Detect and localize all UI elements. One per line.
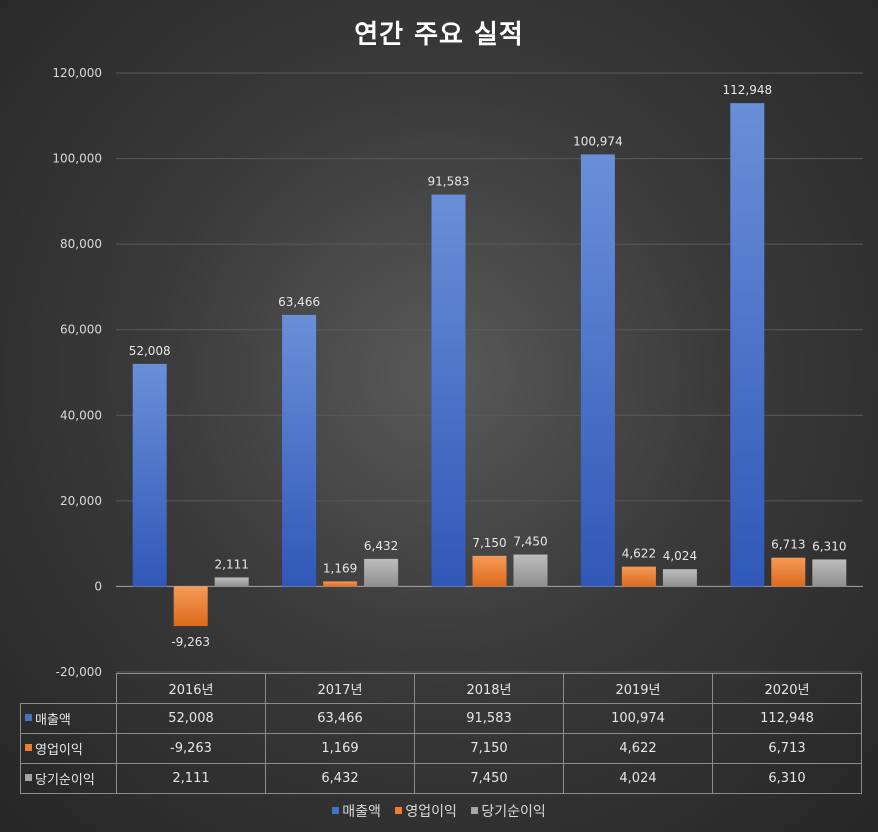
data-label: 91,583 xyxy=(428,175,470,189)
table-category-header: 2018년 xyxy=(414,673,564,704)
legend-swatch-icon xyxy=(25,774,32,781)
data-label: 112,948 xyxy=(722,83,772,97)
data-label: 4,024 xyxy=(663,549,697,563)
table-cell: 7,450 xyxy=(414,763,564,794)
data-label: 52,008 xyxy=(129,344,171,358)
y-tick-label: 100,000 xyxy=(52,152,102,166)
table-cell: 2,111 xyxy=(116,763,266,794)
legend-label: 당기순이익 xyxy=(481,804,546,820)
bar-1-3 xyxy=(621,566,656,587)
data-label: 6,432 xyxy=(364,539,398,553)
bar-1-0 xyxy=(173,586,208,627)
data-label: 4,622 xyxy=(622,547,656,561)
y-tick-label: 20,000 xyxy=(60,494,102,508)
table-row-header: 영업이익 xyxy=(20,733,117,764)
legend-swatch-icon xyxy=(25,714,32,721)
table-row-header: 당기순이익 xyxy=(20,763,117,794)
table-category-header: 2019년 xyxy=(563,673,713,704)
data-label: 7,450 xyxy=(513,535,547,549)
data-label: 100,974 xyxy=(573,134,623,148)
table-cell: 6,432 xyxy=(265,763,415,794)
table-cell: 4,622 xyxy=(563,733,713,764)
data-label: -9,263 xyxy=(171,635,210,649)
table-cell: 1,169 xyxy=(265,733,415,764)
table-row-sales: 매출액 52,008 63,466 91,583 100,974 112,948 xyxy=(20,703,862,734)
bar-0-3 xyxy=(580,154,615,587)
bar-2-0 xyxy=(214,577,249,587)
table-row-operating-profit: 영업이익 -9,263 1,169 7,150 4,622 6,713 xyxy=(20,733,862,764)
bar-1-2 xyxy=(472,555,507,587)
data-label: 6,713 xyxy=(771,538,805,552)
data-label: 1,169 xyxy=(323,561,357,575)
legend-item-operating-profit: 영업이익 xyxy=(395,801,457,821)
series-name: 당기순이익 xyxy=(35,773,95,788)
data-label: 63,466 xyxy=(278,295,320,309)
bar-0-2 xyxy=(431,194,466,587)
legend-label: 매출액 xyxy=(342,804,381,820)
table-cell: 63,466 xyxy=(265,703,415,734)
data-label: 6,310 xyxy=(812,539,846,553)
data-label: 2,111 xyxy=(215,557,249,571)
table-header-row: 2016년 2017년 2018년 2019년 2020년 xyxy=(20,673,862,704)
data-label: 7,150 xyxy=(472,536,506,550)
y-tick-label: 120,000 xyxy=(52,66,102,80)
table-cell: 6,310 xyxy=(712,763,862,794)
legend-item-sales: 매출액 xyxy=(332,801,381,821)
table-cell: 7,150 xyxy=(414,733,564,764)
bar-2-4 xyxy=(812,559,847,587)
data-table: 2016년 2017년 2018년 2019년 2020년 매출액 52,008… xyxy=(20,673,862,794)
legend-swatch-icon xyxy=(25,744,32,751)
table-category-header: 2020년 xyxy=(712,673,862,704)
bar-0-4 xyxy=(730,103,765,587)
chart-legend: 매출액 영업이익 당기순이익 xyxy=(0,801,878,821)
chart-title: 연간 주요 실적 xyxy=(354,20,524,50)
y-tick-label: 60,000 xyxy=(60,323,102,337)
table-cell: 91,583 xyxy=(414,703,564,734)
table-row-net-income: 당기순이익 2,111 6,432 7,450 4,024 6,310 xyxy=(20,763,862,794)
table-cell: 112,948 xyxy=(712,703,862,734)
legend-swatch-icon xyxy=(471,806,479,814)
y-tick-label: 0 xyxy=(94,579,102,593)
table-cell: 100,974 xyxy=(563,703,713,734)
table-cell: 52,008 xyxy=(116,703,266,734)
table-corner xyxy=(20,673,117,704)
table-category-header: 2016년 xyxy=(116,673,266,704)
table-cell: 6,713 xyxy=(712,733,862,764)
table-cell: -9,263 xyxy=(116,733,266,764)
table-row-header: 매출액 xyxy=(20,703,117,734)
legend-item-net-income: 당기순이익 xyxy=(471,801,546,821)
series-name: 매출액 xyxy=(35,713,71,728)
legend-label: 영업이익 xyxy=(405,804,457,820)
bar-2-1 xyxy=(364,558,399,587)
y-tick-label: 40,000 xyxy=(60,408,102,422)
table-cell: 4,024 xyxy=(563,763,713,794)
bar-1-4 xyxy=(771,557,806,587)
bar-0-1 xyxy=(282,314,317,587)
bar-1-1 xyxy=(323,581,358,587)
legend-swatch-icon xyxy=(332,806,340,814)
bar-2-3 xyxy=(662,569,697,587)
bar-2-2 xyxy=(513,554,548,587)
series-name: 영업이익 xyxy=(35,743,83,758)
y-tick-label: 80,000 xyxy=(60,237,102,251)
legend-swatch-icon xyxy=(395,806,403,814)
bar-0-0 xyxy=(132,363,167,587)
table-category-header: 2017년 xyxy=(265,673,415,704)
